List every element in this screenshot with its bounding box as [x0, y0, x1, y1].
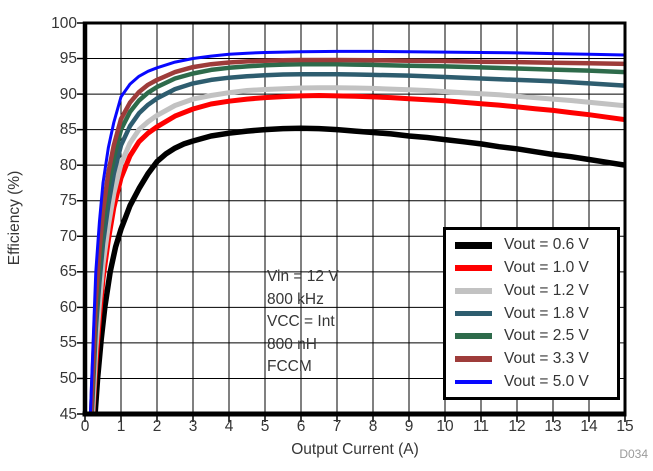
y-tick-label: 60 [59, 298, 77, 316]
x-tick-label: 5 [260, 418, 270, 435]
legend-label: Vout = 5.0 V [504, 372, 589, 390]
y-tick-label: 95 [59, 50, 77, 68]
legend-swatch [455, 265, 492, 272]
x-tick-label: 10 [436, 418, 454, 435]
x-tick-label: 2 [152, 418, 162, 435]
legend-label: Vout = 1.2 V [504, 281, 589, 299]
legend-swatch [455, 356, 492, 362]
y-axis-title: Efficiency (%) [6, 170, 23, 266]
legend-item-4: Vout = 2.5 V [455, 325, 617, 348]
plot-border [82, 21, 627, 417]
y-tick-label: 65 [59, 263, 77, 281]
legend-label: Vout = 1.0 V [504, 259, 589, 277]
x-axis-title: Output Current (A) [291, 441, 419, 458]
annotation-line: VCC = Int [267, 313, 335, 330]
legend-item-2: Vout = 1.2 V [455, 279, 617, 302]
legend-swatch [455, 333, 492, 339]
annotation-line: Vin = 12 V [267, 268, 339, 285]
y-tick-label: 70 [59, 227, 77, 245]
legend-label: Vout = 3.3 V [504, 349, 589, 367]
legend-swatch [455, 379, 492, 384]
y-tick-label: 55 [59, 334, 77, 352]
x-tick-label: 7 [332, 418, 342, 435]
x-tick-label: 4 [224, 418, 234, 435]
legend: Vout = 0.6 V Vout = 1.0 V Vout = 1.2 V Vout… [443, 227, 620, 400]
y-tick-label: 80 [59, 156, 77, 174]
legend-label: Vout = 2.5 V [504, 327, 589, 345]
annotation-line: 800 nH [267, 335, 317, 353]
x-tick-label: 1 [116, 418, 126, 435]
x-tick-label: 9 [404, 418, 414, 435]
series-curve-6 [88, 49, 625, 414]
x-tick-label: 3 [188, 418, 198, 435]
legend-item-0: Vout = 0.6 V [455, 234, 617, 257]
series-curve-0 [92, 125, 625, 414]
series-curve-1 [90, 93, 625, 414]
series-curve-2 [90, 85, 625, 414]
series-curve-3 [89, 71, 625, 414]
y-tick-label: 45 [59, 405, 77, 423]
y-tick-label: 50 [59, 369, 77, 387]
x-tick-label: 8 [368, 418, 378, 435]
y-tick-label: 85 [59, 121, 77, 139]
y-tick-label: 75 [59, 192, 77, 210]
y-tick-label: 100 [51, 14, 77, 32]
x-tick-label: 0 [80, 418, 90, 435]
series-curve-4 [89, 61, 625, 414]
legend-label: Vout = 0.6 V [504, 236, 589, 254]
legend-item-3: Vout = 1.8 V [455, 302, 617, 325]
y-tick-label: 90 [59, 85, 77, 103]
figure-id-watermark: D034 [619, 447, 648, 461]
x-tick-label: 12 [508, 418, 526, 435]
legend-label: Vout = 1.8 V [504, 304, 589, 322]
x-tick-label: 6 [296, 418, 306, 435]
legend-item-1: Vout = 1.0 V [455, 257, 617, 280]
legend-swatch [455, 287, 492, 294]
series-curve-5 [88, 57, 625, 414]
annotation-line: 800 kHz [267, 290, 324, 308]
x-tick-label: 13 [544, 418, 562, 435]
x-tick-label: 15 [616, 418, 634, 435]
legend-item-5: Vout = 3.3 V [455, 348, 617, 371]
data-series-group [88, 49, 625, 414]
legend-swatch [455, 310, 492, 317]
annotation-line: FCCM [267, 358, 312, 375]
legend-item-6: Vout = 5.0 V [455, 370, 617, 393]
legend-swatch [455, 242, 492, 249]
operating-conditions-annotation: Vin = 12 V 800 kHz VCC = Int 800 nH FCCM [267, 266, 339, 379]
x-tick-label: 14 [580, 418, 598, 435]
x-tick-label: 11 [472, 418, 490, 435]
